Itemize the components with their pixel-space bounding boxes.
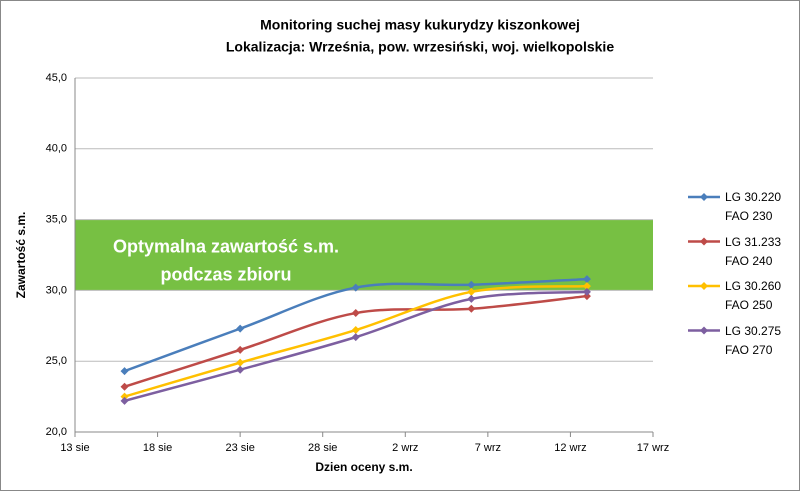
y-tick-label: 35,0 [46, 214, 67, 226]
point [120, 382, 129, 391]
x-tick-label: 18 sie [143, 442, 172, 454]
point [582, 282, 591, 291]
point [467, 294, 476, 303]
legend-entry: LG 30.275 FAO 270 [725, 323, 782, 357]
legend-marker [700, 193, 708, 201]
legend-entry: LG 30.260 FAO 250 [725, 279, 782, 312]
band-label: podczas zbioru [160, 264, 291, 284]
point [467, 280, 476, 289]
legend-entry: LG 30.220 FAO 230 [725, 190, 782, 223]
x-tick-label: 28 sie [308, 442, 337, 454]
legend-entry: LG 31.233 FAO 240 [725, 234, 782, 268]
x-axis-label: Dzien oceny s.m. [315, 460, 412, 474]
point [582, 287, 591, 296]
point [236, 324, 245, 333]
x-tick-label: 13 sie [60, 442, 89, 454]
x-tick-label: 12 wrz [554, 442, 586, 454]
legend-marker [700, 326, 708, 335]
chart-subtitle: Lokalizacja: Września, pow. wrzesiński, … [226, 39, 614, 55]
point [120, 367, 129, 376]
point [467, 287, 476, 296]
point [351, 309, 360, 318]
point [582, 292, 591, 301]
point [467, 304, 476, 313]
point [236, 365, 245, 374]
point [120, 392, 129, 401]
point [582, 275, 591, 284]
point [351, 333, 360, 342]
chart-title: Monitoring suchej masy kukurydzy kiszonk… [260, 17, 580, 33]
y-tick-label: 20,0 [46, 426, 67, 438]
band-label: Optymalna zawartość s.m. [113, 236, 339, 256]
x-tick-label: 7 wrz [475, 442, 501, 454]
x-tick-label: 2 wrz [392, 442, 418, 454]
optimal-band [75, 219, 653, 291]
legend-marker [700, 282, 708, 290]
legend-marker [700, 237, 708, 246]
point [236, 345, 245, 354]
y-axis-label: Zawartość s.m. [14, 212, 28, 299]
y-tick-label: 30,0 [46, 284, 67, 296]
point [236, 358, 245, 367]
x-tick-label: 23 sie [225, 442, 254, 454]
y-tick-label: 40,0 [46, 143, 67, 155]
y-tick-label: 45,0 [46, 72, 67, 84]
point [120, 396, 129, 405]
x-tick-label: 17 wrz [637, 442, 669, 454]
point [351, 283, 360, 292]
y-tick-label: 25,0 [46, 355, 67, 367]
point [351, 326, 360, 335]
